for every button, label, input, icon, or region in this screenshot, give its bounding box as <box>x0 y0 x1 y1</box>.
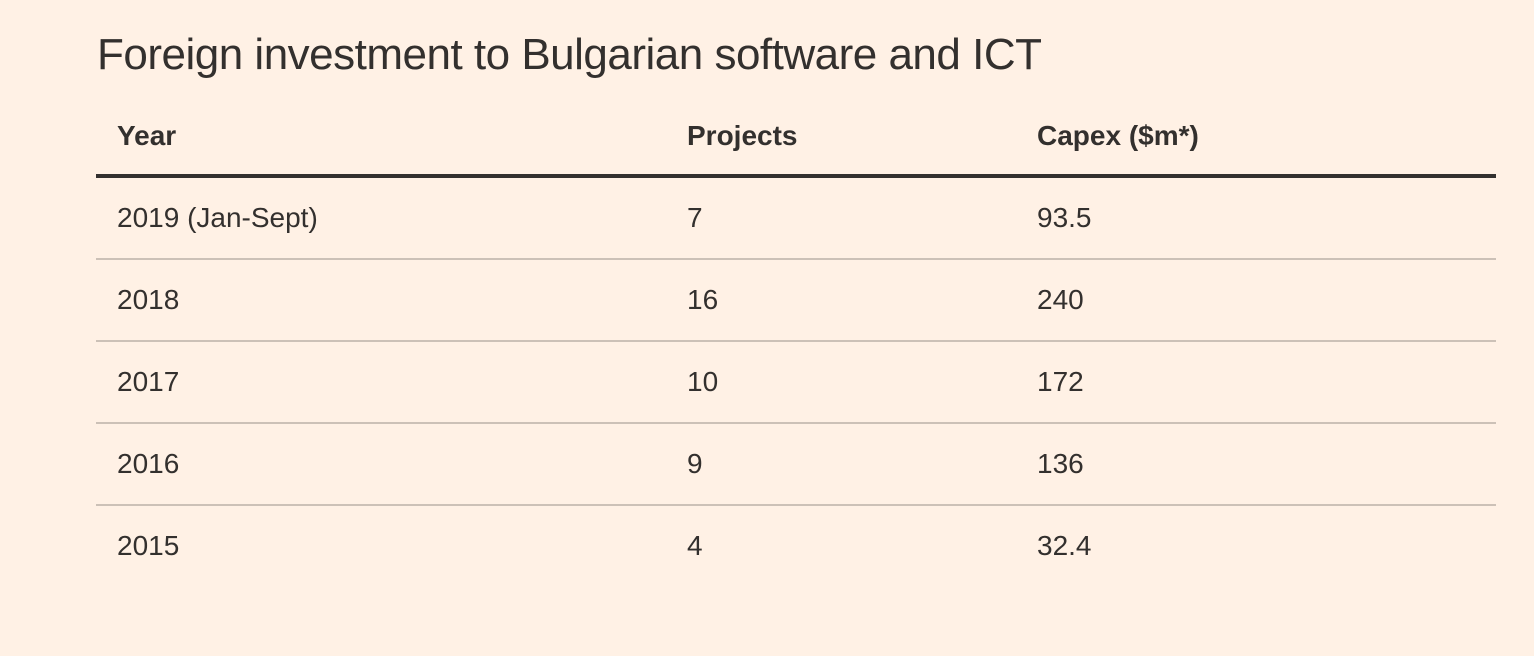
table-header-row: Year Projects Capex ($m*) <box>96 97 1496 178</box>
cell-capex: 32.4 <box>1037 529 1092 561</box>
table-row: 2018 16 240 <box>96 258 1496 342</box>
cell-capex: 172 <box>1037 340 1496 424</box>
cell-year: 2018 <box>96 258 687 342</box>
cell-capex: 136 <box>1037 422 1496 506</box>
cell-year: 2019 (Jan-Sept) <box>96 175 687 260</box>
table-graphic-page: Foreign investment to Bulgarian software… <box>96 30 1496 586</box>
table-title: Foreign investment to Bulgarian software… <box>97 30 1042 79</box>
cell-capex: 93.5 <box>1037 175 1496 260</box>
column-header-capex: Capex ($m*) <box>1037 97 1496 178</box>
column-header-projects: Projects <box>687 97 1037 178</box>
cell-year: 2017 <box>96 340 687 424</box>
table-body: 2019 (Jan-Sept) 7 93.5 2018 16 240 2017 … <box>96 175 1496 586</box>
cell-projects: 9 <box>687 422 1037 506</box>
cell-projects: 7 <box>687 175 1037 260</box>
cell-year: 2015 <box>117 529 180 561</box>
cell-capex: 240 <box>1037 258 1496 342</box>
table-row: 2015 4 32.4 <box>96 505 1496 586</box>
table-row: 2019 (Jan-Sept) 7 93.5 <box>96 175 1496 260</box>
cell-year: 2016 <box>96 422 687 506</box>
column-header-year: Year <box>96 97 687 178</box>
table-row: 2016 9 136 <box>96 422 1496 506</box>
cell-projects: 10 <box>687 340 1037 424</box>
table-row: 2017 10 172 <box>96 340 1496 424</box>
foreign-investment-table: Year Projects Capex ($m*) 2019 (Jan-Sept… <box>96 97 1496 586</box>
cell-projects: 16 <box>687 258 1037 342</box>
table-header: Year Projects Capex ($m*) <box>96 97 1496 178</box>
cell-projects: 4 <box>687 529 703 561</box>
